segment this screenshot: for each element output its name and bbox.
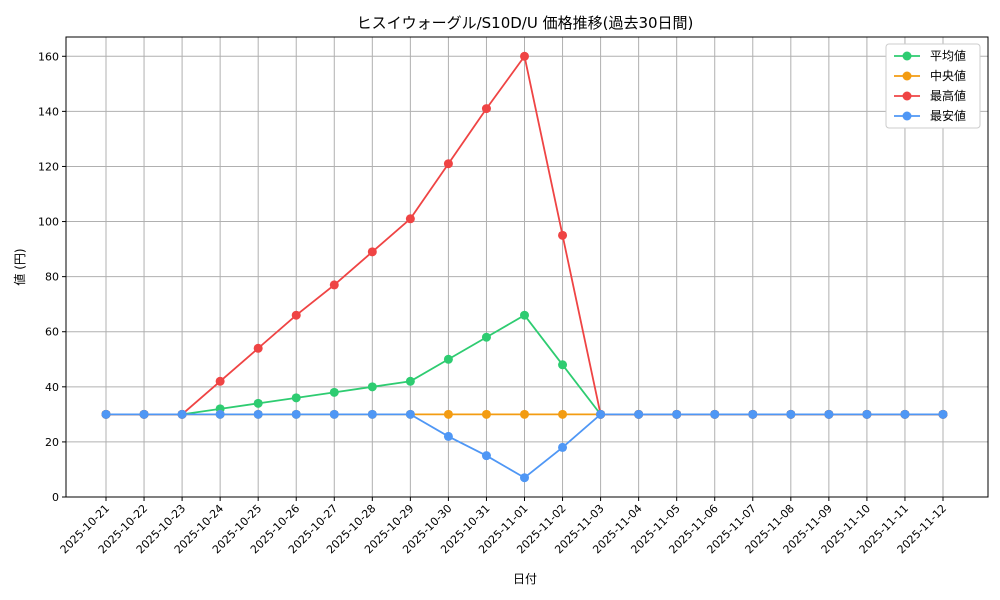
data-point	[520, 409, 529, 419]
data-point	[177, 409, 187, 419]
data-point	[367, 409, 377, 419]
series-3	[101, 409, 948, 483]
data-point	[215, 376, 225, 386]
y-axis: 0 20 40 60 80 100 120 140 160	[38, 50, 66, 504]
data-point	[596, 409, 606, 419]
legend-entry: 最高値	[894, 88, 966, 103]
data-point	[405, 214, 415, 224]
legend-marker	[902, 111, 912, 121]
y-axis-label: 値 (円)	[12, 248, 27, 285]
data-point	[786, 409, 796, 419]
legend-entry: 平均値	[894, 48, 966, 63]
chart-title: ヒスイウォーグル/S10D/U 価格推移(過去30日間)	[357, 14, 694, 32]
data-point	[862, 409, 872, 419]
data-point	[634, 409, 644, 419]
data-point	[215, 409, 225, 419]
data-point	[938, 409, 948, 419]
legend-label: 最安値	[930, 108, 966, 123]
y-tick-label: 20	[45, 436, 59, 449]
data-point	[710, 409, 720, 419]
data-point	[558, 442, 568, 452]
data-point	[672, 409, 682, 419]
series-layer	[101, 51, 948, 483]
data-point	[748, 409, 758, 419]
data-point	[481, 332, 491, 342]
data-point	[253, 409, 263, 419]
data-point	[520, 310, 529, 320]
legend-marker	[902, 91, 912, 101]
data-point	[824, 409, 834, 419]
data-point	[329, 387, 339, 397]
legend-label: 最高値	[930, 88, 966, 103]
y-tick-label: 100	[38, 216, 59, 229]
plot-frame	[65, 36, 989, 498]
data-point	[481, 409, 491, 419]
legend-entry: 中央値	[894, 68, 966, 83]
data-point	[558, 409, 568, 419]
y-tick-label: 140	[38, 105, 59, 118]
data-point	[900, 409, 910, 419]
data-point	[291, 393, 301, 403]
data-point	[481, 451, 491, 461]
data-point	[329, 280, 339, 290]
data-point	[443, 431, 453, 441]
legend-box	[885, 43, 981, 129]
data-point	[291, 310, 301, 320]
y-tick-label: 80	[45, 271, 59, 284]
legend-marker	[902, 51, 912, 61]
data-point	[329, 409, 339, 419]
y-tick-label: 0	[52, 491, 59, 504]
legend-label: 中央値	[930, 68, 966, 83]
data-point	[481, 104, 491, 114]
data-point	[405, 409, 415, 419]
x-axis-label: 日付	[513, 572, 537, 586]
data-point	[558, 360, 568, 370]
legend-marker	[902, 71, 912, 81]
data-point	[253, 343, 263, 353]
data-point	[558, 230, 568, 240]
y-tick-label: 160	[38, 50, 59, 63]
data-point	[520, 51, 529, 61]
data-point	[443, 409, 453, 419]
data-point	[101, 409, 111, 419]
data-point	[253, 398, 263, 408]
y-tick-label: 40	[45, 381, 59, 394]
data-point	[291, 409, 301, 419]
data-point	[405, 376, 415, 386]
y-tick-label: 60	[45, 326, 59, 339]
data-point	[367, 382, 377, 392]
data-point	[443, 354, 453, 364]
data-point	[520, 473, 529, 483]
data-point	[443, 159, 453, 169]
grid	[66, 37, 988, 498]
y-tick-label: 120	[38, 160, 59, 173]
legend-entry: 最安値	[894, 108, 966, 123]
data-point	[367, 247, 377, 257]
data-point	[139, 409, 149, 419]
legend-label: 平均値	[930, 48, 966, 63]
